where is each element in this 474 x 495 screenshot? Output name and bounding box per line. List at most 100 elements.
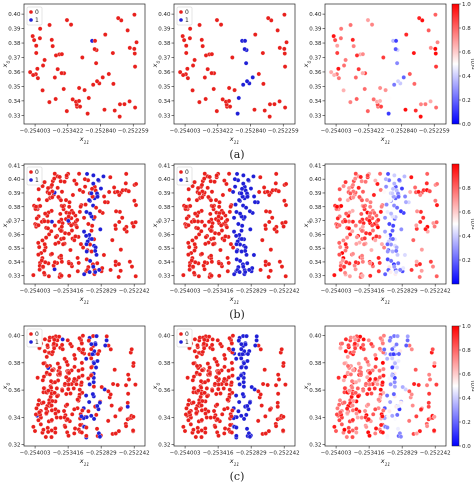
colorbar-label: p(0) [471,58,474,69]
scatter-point [105,418,111,424]
scatter-point [405,334,410,339]
y-tick-label: 0.35 [8,84,21,90]
scatter-point [74,381,79,387]
scatter-point [354,430,359,435]
scatter-point [365,17,371,23]
scatter-point [353,337,358,343]
scatter-point [381,408,386,413]
scatter-point [269,215,275,221]
scatter-point [416,382,421,388]
scatter-point [72,364,77,370]
scatter-point [430,347,435,352]
scatter-point [93,342,98,347]
scatter-point [194,363,200,369]
scatter-point [133,274,138,279]
scatter-point [338,345,343,351]
x-axis-label-sub: 11 [234,462,240,468]
scatter-point [373,426,379,431]
scatter-point [110,381,116,387]
scatter-point [80,408,85,413]
scatter-point [89,228,94,233]
scatter-point [76,346,82,352]
scatter-point [126,189,132,194]
scatter-point [89,413,94,419]
scatter-point [284,40,289,45]
x-tick-label: −0.252829 [236,289,267,295]
x-axis-label-sub: 11 [385,140,391,146]
scatter-point [244,260,250,266]
scatter-point [347,388,352,394]
scatter-point [110,237,115,243]
scatter-point [381,55,386,60]
scatter-point [382,271,388,277]
scatter-point [181,272,186,278]
scatter-point [227,335,232,341]
scatter-point [417,428,423,434]
scatter-point [95,194,100,199]
scatter-point [133,382,138,387]
scatter-point [183,50,189,56]
scatter-point [395,403,401,409]
scatter-point [189,258,195,263]
scatter-point [210,337,215,342]
scatter-point [357,334,363,339]
scatter-point [183,204,189,210]
scatter-point [416,189,421,195]
x-tick-label: −0.252259 [118,129,149,135]
scatter-point [211,86,216,92]
scatter-point [266,219,272,225]
scatter-point [79,340,85,346]
y-tick-label: 0.35 [158,84,171,90]
scatter-point [245,177,251,183]
scatter-point [84,241,89,247]
scatter-point [354,234,360,240]
scatter-point [391,391,397,397]
x-axis-label-sub: 11 [84,140,90,146]
x-tick-label: −0.254003 [20,129,51,135]
y-tick-label: 0.39 [309,191,322,197]
scatter-point [205,361,211,366]
scatter-point [208,211,213,217]
scatter-point [343,57,348,63]
scatter-point [341,63,347,68]
scatter-point [99,384,104,390]
x-axis-label: x11 [229,135,240,146]
scatter-point [187,26,193,31]
scatter-point [68,391,73,396]
scatter-point [208,253,214,259]
scatter-point [59,388,65,393]
scatter-point [363,356,368,362]
scatter-point [265,382,270,388]
y-tick-label: 0.37 [158,219,171,225]
scatter-point [95,177,101,183]
scatter-point [195,343,200,348]
scatter-point [81,215,87,221]
caption-1: (b) [229,308,245,321]
scatter-point [266,428,272,434]
scatter-point [229,380,234,385]
scatter-point [332,424,337,430]
y-tick-label: 0.41 [158,163,170,169]
scatter-point [387,399,393,405]
scatter-point [97,400,103,405]
scatter-point [41,270,47,276]
colorbar-tick-label: 0.4 [462,74,471,80]
scatter-point [227,387,232,392]
scatter-point [49,251,55,257]
scatter-point [407,71,413,77]
scatter-point [353,259,359,265]
scatter-point [76,85,82,91]
scatter-point [417,219,423,225]
x-tick-label: −0.252242 [420,451,451,457]
scatter-point [70,97,75,102]
y-tick-label: 0.40 [8,334,21,340]
scatter-point [210,347,215,352]
scatter-point [216,370,222,376]
scatter-point [63,424,68,430]
scatter-point [337,244,343,250]
scatter-point [197,22,202,28]
scatter-point [72,407,77,412]
scatter-point [90,391,96,397]
scatter-point [337,417,342,423]
scatter-point [341,238,346,243]
